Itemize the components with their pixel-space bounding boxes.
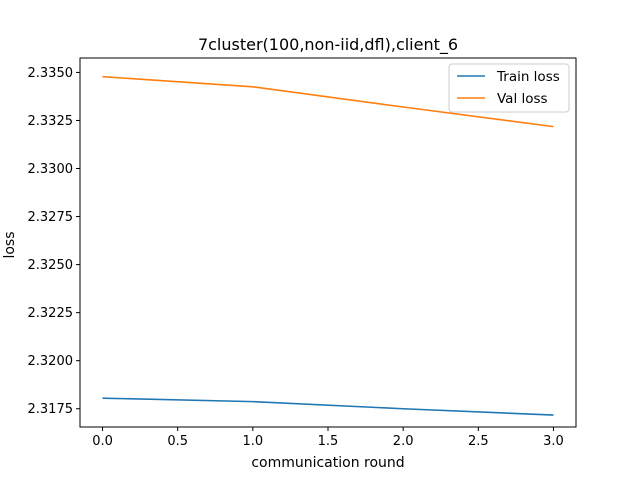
axes-frame <box>79 57 577 428</box>
y-tick-label: 2.3300 <box>28 162 74 177</box>
series-line-val-loss <box>102 75 554 128</box>
x-tick-label: 2.0 <box>393 434 414 449</box>
x-tick-label: 1.5 <box>318 434 339 449</box>
y-tick-label: 2.3175 <box>28 402 74 417</box>
x-tick-label: 3.0 <box>543 434 564 449</box>
y-tick-label: 2.3325 <box>28 114 74 129</box>
legend: Train loss Val loss <box>448 63 570 113</box>
y-tick-label: 2.3275 <box>28 210 74 225</box>
x-tick-label: 1.0 <box>243 434 264 449</box>
legend-label-train-loss: Train loss <box>496 69 560 85</box>
x-tick-label: 2.5 <box>468 434 489 449</box>
legend-label-val-loss: Val loss <box>497 91 548 107</box>
y-tick-label: 2.3200 <box>28 354 74 369</box>
y-tick-label: 2.3250 <box>28 258 74 273</box>
y-tick-label: 2.3350 <box>28 66 74 81</box>
y-tick-label: 2.3225 <box>28 306 74 321</box>
y-axis-label: loss <box>2 231 18 258</box>
chart-title: 7cluster(100,non-iid,dfl),client_6 <box>198 35 458 55</box>
plot-area: 0.0 0.5 1.0 1.5 2.0 2.5 3.0 2.3175 2.3200 2.3225 2… <box>28 57 577 449</box>
x-axis-label: communication round <box>251 455 404 471</box>
x-tick-label: 0.0 <box>92 434 113 449</box>
series-line-train-loss <box>102 397 554 416</box>
x-tick-label: 0.5 <box>167 434 188 449</box>
